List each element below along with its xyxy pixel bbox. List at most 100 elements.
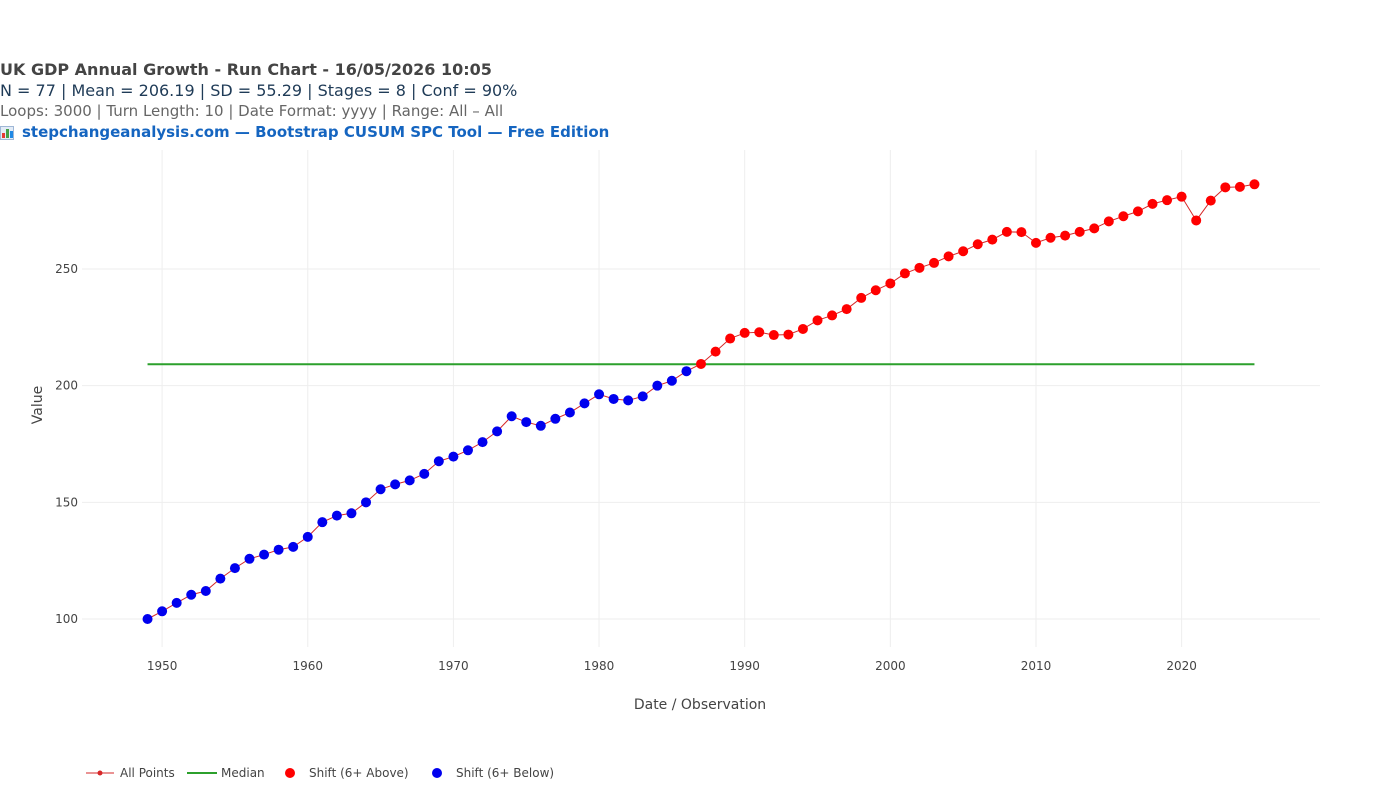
shift-above-point xyxy=(783,329,794,340)
legend: All Points Median Shift (6+ Above) Shift (6… xyxy=(86,766,554,780)
shift-below-point xyxy=(215,573,226,584)
legend-label: All Points xyxy=(120,766,175,780)
shift-below-point xyxy=(390,479,401,490)
y-tick-label: 200 xyxy=(55,379,78,393)
shift-below-point xyxy=(462,445,473,456)
shift-below-point xyxy=(142,614,153,624)
shift-below-point xyxy=(652,380,663,391)
chart-stats: N = 77 | Mean = 206.19 | SD = 55.29 | St… xyxy=(0,81,518,100)
shift-above-point xyxy=(1045,232,1056,243)
shift-above-point xyxy=(958,246,969,257)
x-axis-ticks: 1950 1960 1970 1980 1990 2000 2010 2020 xyxy=(147,659,1197,673)
shift-above-point xyxy=(1162,195,1173,206)
shift-below-point xyxy=(579,398,590,409)
shift-above-point xyxy=(1118,211,1129,222)
x-tick-label: 1970 xyxy=(438,659,469,673)
shift-above-point xyxy=(812,315,823,326)
shift-below-point xyxy=(375,484,386,495)
x-tick-label: 2000 xyxy=(875,659,906,673)
shift-above-point xyxy=(696,358,706,369)
all-points-line xyxy=(147,183,1255,620)
shift-below-point xyxy=(535,420,546,431)
shift-above-point xyxy=(943,251,954,262)
y-axis-label: Value xyxy=(30,386,46,424)
legend-median[interactable]: Median xyxy=(187,766,265,780)
shift-above-point xyxy=(827,310,838,321)
shift-below-point xyxy=(157,606,168,617)
shift-above-point xyxy=(929,257,940,268)
shift-below-point xyxy=(171,597,182,608)
shift-below-point xyxy=(550,413,561,424)
shift-below-point xyxy=(302,531,313,542)
shift-above-point xyxy=(1205,195,1216,206)
shift-above-point xyxy=(725,333,736,344)
y-tick-label: 100 xyxy=(55,612,78,626)
shift-above-point xyxy=(1147,198,1158,209)
shift-below-point xyxy=(506,411,517,422)
shift-above-point xyxy=(1074,226,1085,237)
legend-shift-above[interactable]: Shift (6+ Above) xyxy=(285,766,409,780)
y-tick-label: 150 xyxy=(55,495,78,509)
shift-below-point xyxy=(433,456,444,467)
shift-below-point xyxy=(608,393,619,404)
shift-below-point xyxy=(331,510,342,521)
chart-title: UK GDP Annual Growth - Run Chart - 16/05… xyxy=(0,60,492,79)
shift-above-point xyxy=(1191,215,1202,226)
shift-below-point xyxy=(594,389,605,400)
shift-below-point xyxy=(404,475,415,486)
shift-below-point xyxy=(346,508,357,519)
shift-above-point xyxy=(1132,206,1143,217)
shift-below-point xyxy=(419,468,430,479)
shift-below-point xyxy=(521,417,532,428)
data-points xyxy=(142,179,1260,624)
legend-label: Median xyxy=(221,766,265,780)
grid-lines xyxy=(82,150,1320,647)
shift-above-point xyxy=(739,327,750,338)
shift-above-point xyxy=(1089,223,1100,234)
shift-below-point xyxy=(637,391,648,402)
brand-text: stepchangeanalysis.com — Bootstrap CUSUM… xyxy=(22,123,610,141)
x-tick-label: 1980 xyxy=(584,659,615,673)
legend-marker-swatch xyxy=(285,768,295,778)
bar-chart-icon xyxy=(0,125,14,140)
shift-above-point xyxy=(1060,230,1071,241)
shift-below-point xyxy=(244,553,255,564)
shift-below-point xyxy=(288,541,299,552)
shift-above-point xyxy=(1249,179,1260,190)
shift-above-point xyxy=(1176,191,1187,202)
shift-above-point xyxy=(914,262,925,273)
shift-below-point xyxy=(681,366,692,377)
legend-marker-swatch xyxy=(432,768,442,778)
shift-above-point xyxy=(1016,227,1027,238)
legend-all-points[interactable]: All Points xyxy=(86,766,175,780)
shift-above-point xyxy=(1001,226,1012,237)
shift-below-point xyxy=(200,586,211,596)
shift-below-point xyxy=(259,549,270,560)
shift-above-point xyxy=(972,239,983,250)
shift-above-point xyxy=(987,234,998,245)
shift-above-point xyxy=(870,285,881,296)
legend-shift-below[interactable]: Shift (6+ Below) xyxy=(432,766,554,780)
legend-marker-swatch xyxy=(97,770,103,776)
shift-above-point xyxy=(754,327,765,338)
shift-below-point xyxy=(229,563,240,574)
x-tick-label: 2020 xyxy=(1166,659,1197,673)
y-axis-ticks: 100 150 200 250 xyxy=(55,262,78,626)
shift-above-point xyxy=(1220,182,1231,193)
y-tick-label: 250 xyxy=(55,262,78,276)
x-tick-label: 1950 xyxy=(147,659,178,673)
chart-parameters: Loops: 3000 | Turn Length: 10 | Date For… xyxy=(0,102,504,120)
shift-above-point xyxy=(768,330,779,341)
x-tick-label: 1990 xyxy=(729,659,760,673)
legend-label: Shift (6+ Below) xyxy=(456,766,554,780)
shift-below-point xyxy=(448,451,459,462)
shift-below-point xyxy=(492,426,503,437)
shift-below-point xyxy=(564,407,575,418)
x-tick-label: 1960 xyxy=(292,659,323,673)
brand-link[interactable]: stepchangeanalysis.com — Bootstrap CUSUM… xyxy=(0,122,1200,143)
shift-above-point xyxy=(856,292,867,303)
shift-above-point xyxy=(797,323,808,334)
chart-header: UK GDP Annual Growth - Run Chart - 16/05… xyxy=(0,59,1200,143)
x-axis-label: Date / Observation xyxy=(634,697,766,713)
